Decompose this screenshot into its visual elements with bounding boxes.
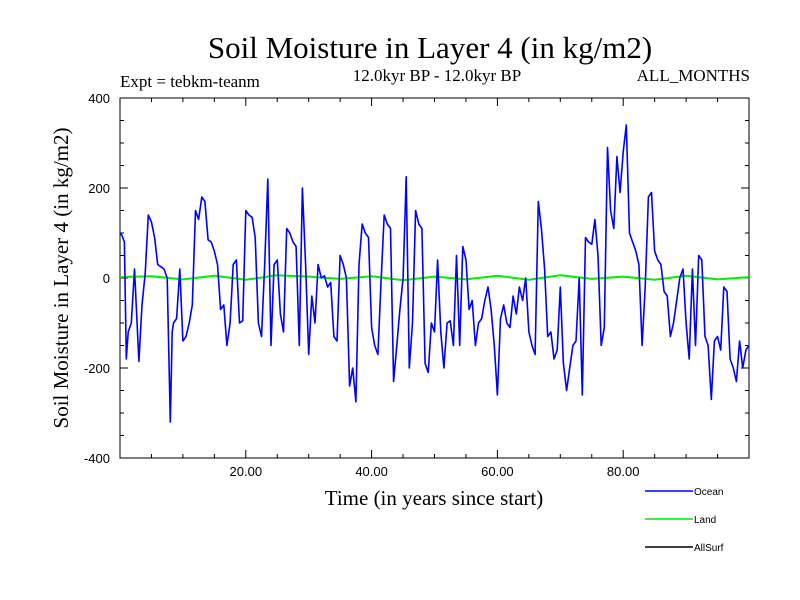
plot-area xyxy=(119,97,750,459)
y-tick-label: 0 xyxy=(103,271,110,286)
legend-label-land: Land xyxy=(694,515,716,526)
x-tick-label: 60.00 xyxy=(481,464,514,479)
x-tick-label: 80.00 xyxy=(607,464,640,479)
legend-label-allsurf: AllSurf xyxy=(694,543,724,554)
y-axis-label: Soil Moisture in Layer 4 (in kg/m2) xyxy=(49,128,73,429)
x-tick-label: 20.00 xyxy=(230,464,263,479)
x-tick-label: 40.00 xyxy=(355,464,388,479)
y-tick-label: 200 xyxy=(88,181,110,196)
series-lines xyxy=(119,124,750,423)
series-line-land xyxy=(119,274,750,282)
legend: Ocean Land AllSurf xyxy=(645,487,724,554)
period-label: 12.0kyr BP - 12.0kyr BP xyxy=(353,66,521,85)
y-tick-label: -400 xyxy=(84,451,110,466)
chart-title: Soil Moisture in Layer 4 (in kg/m2) xyxy=(208,30,652,65)
months-label: ALL_MONTHS xyxy=(637,66,750,85)
y-axis-ticks: 400 200 0 -200 -400 xyxy=(84,91,749,466)
x-axis-label: Time (in years since start) xyxy=(325,486,544,510)
legend-label-ocean: Ocean xyxy=(694,487,723,498)
x-axis-ticks: 20.00 40.00 60.00 80.00 xyxy=(150,98,719,479)
series-line-ocean xyxy=(119,124,750,423)
experiment-label: Expt = tebkm-teanm xyxy=(120,72,260,91)
y-tick-label: -200 xyxy=(84,361,110,376)
y-tick-label: 400 xyxy=(88,91,110,106)
